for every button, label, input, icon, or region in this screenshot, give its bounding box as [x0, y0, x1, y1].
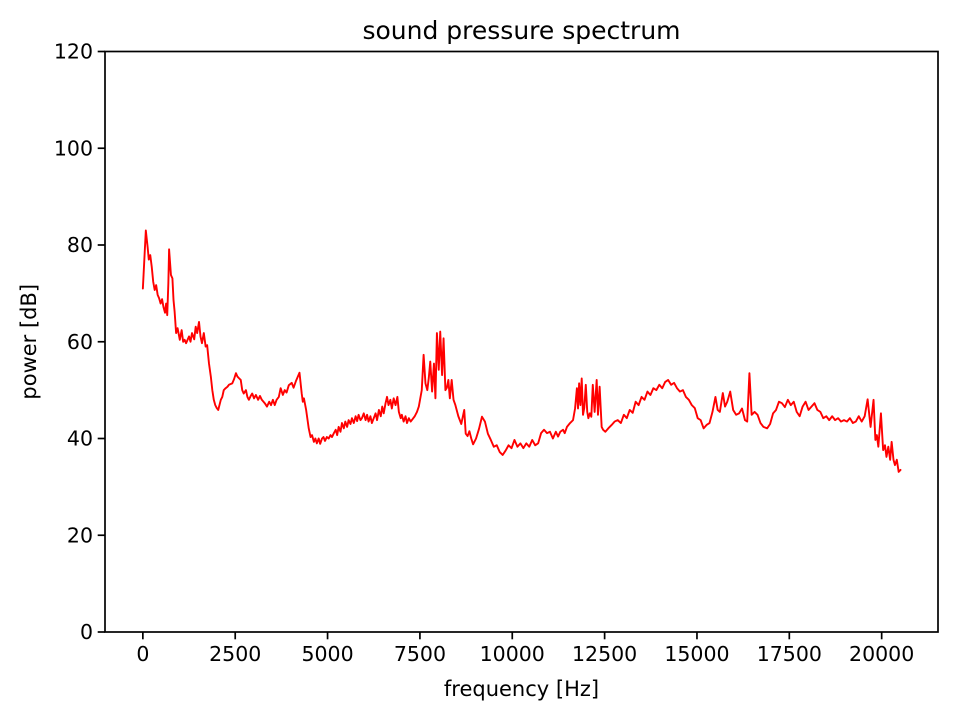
power-spectrum-line: [141, 229, 902, 473]
y-tick-label: 120: [54, 40, 93, 64]
y-tick-label: 100: [54, 136, 93, 160]
x-tick-label: 15000: [664, 642, 729, 666]
x-tick-label: 2500: [209, 642, 261, 666]
x-tick-label: 0: [136, 642, 149, 666]
x-tick-label: 17500: [757, 642, 822, 666]
x-tick-label: 12500: [572, 642, 637, 666]
y-axis-ticks: 0 20 40 60 80 100 120: [54, 40, 105, 644]
x-tick-label: 5000: [301, 642, 353, 666]
chart-title: sound pressure spectrum: [362, 16, 680, 45]
x-axis-label: frequency [Hz]: [444, 677, 599, 701]
series-group: [141, 229, 902, 473]
y-tick-label: 40: [67, 427, 93, 451]
plot-box-spines: [104, 50, 939, 633]
y-tick-label: 0: [80, 620, 93, 644]
y-tick-label: 80: [67, 233, 93, 257]
x-tick-label: 20000: [849, 642, 914, 666]
y-tick-label: 20: [67, 523, 93, 547]
x-axis-ticks: 0 2500 5000 7500 10000 12500 15000 17500 20000: [136, 632, 914, 666]
x-tick-label: 10000: [480, 642, 545, 666]
y-tick-label: 60: [67, 330, 93, 354]
x-tick-label: 7500: [394, 642, 446, 666]
y-axis-label: power [dB]: [17, 284, 41, 400]
